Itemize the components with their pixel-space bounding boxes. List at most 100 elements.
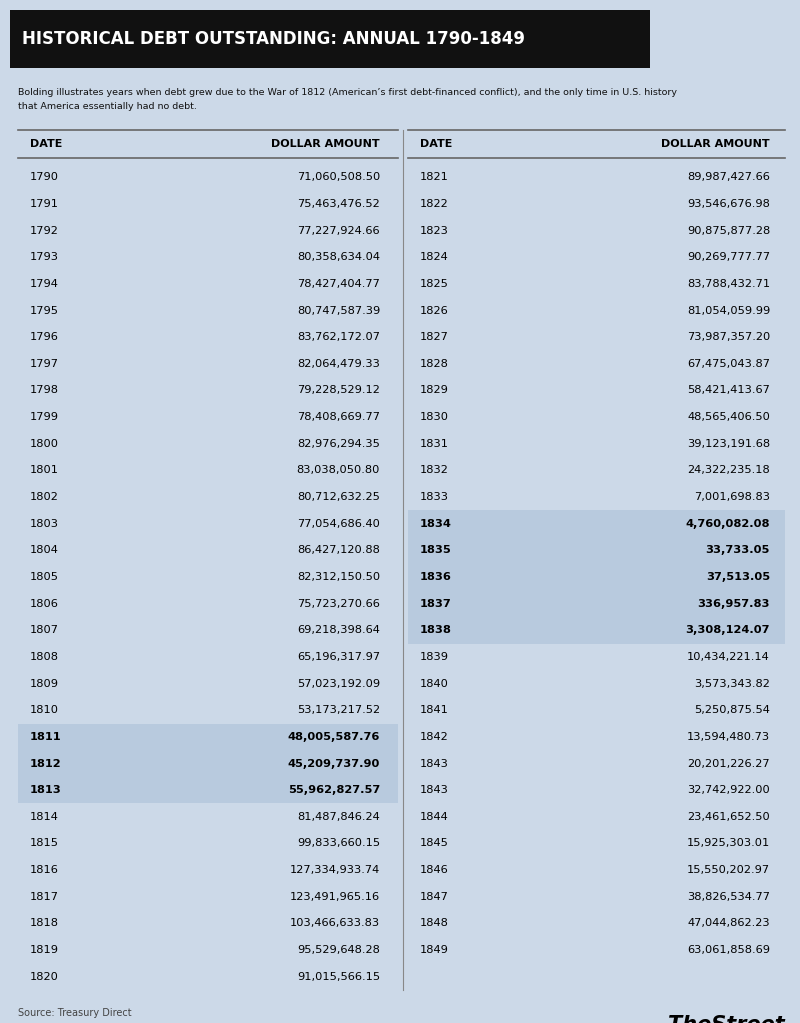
Text: 39,123,191.68: 39,123,191.68 [687,439,770,449]
Bar [10,10,650,68]
Text: 1790: 1790 [30,172,59,182]
Text: 10,434,221.14: 10,434,221.14 [687,652,770,662]
Text: 123,491,965.16: 123,491,965.16 [290,892,380,901]
Bar [408,510,785,537]
Text: 99,833,660.15: 99,833,660.15 [297,839,380,848]
Text: 45,209,737.90: 45,209,737.90 [288,758,380,768]
Text: 1812: 1812 [30,758,62,768]
Text: 1844: 1844 [420,812,449,821]
Text: 38,826,534.77: 38,826,534.77 [687,892,770,901]
Bar [408,537,785,564]
Text: 89,987,427.66: 89,987,427.66 [687,172,770,182]
Text: 1798: 1798 [30,386,59,396]
Text: 82,312,150.50: 82,312,150.50 [297,572,380,582]
Text: 1803: 1803 [30,519,59,529]
Text: 1797: 1797 [30,359,59,369]
Text: 1794: 1794 [30,279,59,288]
Text: 78,408,669.77: 78,408,669.77 [297,412,380,422]
Text: 75,723,270.66: 75,723,270.66 [297,598,380,609]
Text: 91,015,566.15: 91,015,566.15 [297,972,380,982]
Text: 1833: 1833 [420,492,449,502]
Bar [18,776,398,803]
Text: 3,308,124.07: 3,308,124.07 [686,625,770,635]
Text: 48,005,587.76: 48,005,587.76 [288,731,380,742]
Text: 1829: 1829 [420,386,449,396]
Text: 1842: 1842 [420,731,449,742]
Bar [408,617,785,643]
Text: 1825: 1825 [420,279,449,288]
Text: 1839: 1839 [420,652,449,662]
Text: 1849: 1849 [420,945,449,955]
Text: 1805: 1805 [30,572,59,582]
Text: DOLLAR AMOUNT: DOLLAR AMOUNT [271,139,380,149]
Text: 20,201,226.27: 20,201,226.27 [687,758,770,768]
Text: 1845: 1845 [420,839,449,848]
Text: 5,250,875.54: 5,250,875.54 [694,705,770,715]
Bar [18,750,398,776]
Text: 83,788,432.71: 83,788,432.71 [687,279,770,288]
Text: 13,594,480.73: 13,594,480.73 [687,731,770,742]
Text: 336,957.83: 336,957.83 [698,598,770,609]
Text: 86,427,120.88: 86,427,120.88 [297,545,380,555]
Text: 1813: 1813 [30,786,62,795]
Text: 90,269,777.77: 90,269,777.77 [687,253,770,262]
Text: DATE: DATE [30,139,62,149]
Text: 81,487,846.24: 81,487,846.24 [298,812,380,821]
Text: 1823: 1823 [420,226,449,235]
Text: HISTORICAL DEBT OUTSTANDING: ANNUAL 1790-1849: HISTORICAL DEBT OUTSTANDING: ANNUAL 1790… [22,30,525,48]
Bar [18,723,398,750]
Text: 1847: 1847 [420,892,449,901]
Text: 1796: 1796 [30,332,59,343]
Text: 48,565,406.50: 48,565,406.50 [687,412,770,422]
Text: 1838: 1838 [420,625,452,635]
Text: 73,987,357.20: 73,987,357.20 [686,332,770,343]
Text: 1831: 1831 [420,439,449,449]
Text: 37,513.05: 37,513.05 [706,572,770,582]
Text: 1811: 1811 [30,731,62,742]
Text: 1814: 1814 [30,812,59,821]
Text: 1846: 1846 [420,865,449,875]
Text: 1818: 1818 [30,919,59,929]
Text: 15,925,303.01: 15,925,303.01 [686,839,770,848]
Text: 1810: 1810 [30,705,59,715]
Text: 1832: 1832 [420,465,449,476]
Text: 95,529,648.28: 95,529,648.28 [297,945,380,955]
Text: 82,976,294.35: 82,976,294.35 [297,439,380,449]
Text: 1828: 1828 [420,359,449,369]
Text: 1827: 1827 [420,332,449,343]
Text: 58,421,413.67: 58,421,413.67 [687,386,770,396]
Text: 1817: 1817 [30,892,59,901]
Text: 1835: 1835 [420,545,452,555]
Text: 57,023,192.09: 57,023,192.09 [297,678,380,688]
Text: 1822: 1822 [420,198,449,209]
Text: 1830: 1830 [420,412,449,422]
Text: 103,466,633.83: 103,466,633.83 [290,919,380,929]
Text: 1802: 1802 [30,492,59,502]
Text: 67,475,043.87: 67,475,043.87 [687,359,770,369]
Text: 1824: 1824 [420,253,449,262]
Text: 69,218,398.64: 69,218,398.64 [297,625,380,635]
Text: 1815: 1815 [30,839,59,848]
Text: 1816: 1816 [30,865,59,875]
Text: 53,173,217.52: 53,173,217.52 [297,705,380,715]
Text: 77,054,686.40: 77,054,686.40 [297,519,380,529]
Text: 1795: 1795 [30,306,59,315]
Text: 1792: 1792 [30,226,59,235]
Text: 93,546,676.98: 93,546,676.98 [687,198,770,209]
Text: 1843: 1843 [420,786,449,795]
Text: 71,060,508.50: 71,060,508.50 [297,172,380,182]
Text: 1837: 1837 [420,598,452,609]
Text: 63,061,858.69: 63,061,858.69 [687,945,770,955]
Text: 3,573,343.82: 3,573,343.82 [694,678,770,688]
Text: 83,038,050.80: 83,038,050.80 [297,465,380,476]
Text: DOLLAR AMOUNT: DOLLAR AMOUNT [662,139,770,149]
Text: 1808: 1808 [30,652,59,662]
Text: 1820: 1820 [30,972,59,982]
Text: 1848: 1848 [420,919,449,929]
Text: TheStreet: TheStreet [668,1015,785,1023]
Text: 1836: 1836 [420,572,452,582]
Text: 1804: 1804 [30,545,59,555]
Text: 80,358,634.04: 80,358,634.04 [297,253,380,262]
Text: 1793: 1793 [30,253,59,262]
Text: 1826: 1826 [420,306,449,315]
